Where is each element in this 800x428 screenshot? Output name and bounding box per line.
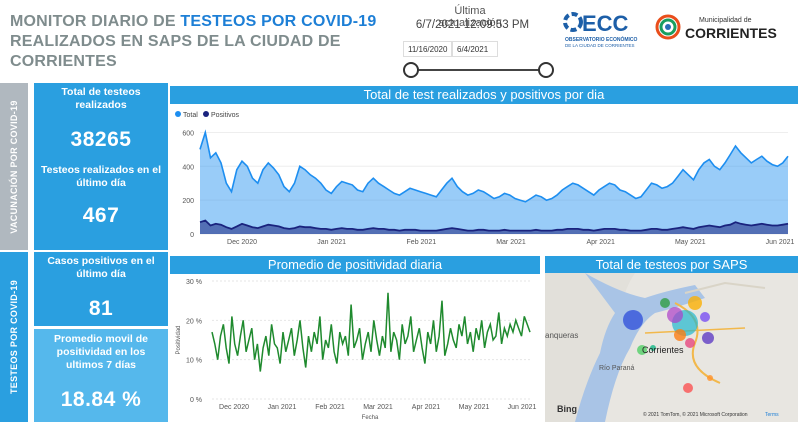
x-tick-label: Jan 2021 — [268, 404, 297, 411]
page-title: MONITOR DIARIO DE TESTEOS POR COVID-19 R… — [10, 12, 410, 72]
kpi-testeos-ultimo-dia-label: Testeos realizados en el último día — [40, 164, 162, 189]
bing-logo: Bing — [557, 404, 577, 414]
map-bubble[interactable] — [683, 383, 693, 393]
tab-vacunacion-label: VACUNACIÓN POR COVID-19 — [9, 99, 19, 234]
x-tick-label: Apr 2021 — [412, 404, 441, 411]
series-line-positivos — [199, 219, 789, 232]
map-copyright: © 2021 TomTom, © 2021 Microsoft Corporat… — [643, 411, 748, 418]
x-tick-label: Dec 2020 — [219, 404, 249, 411]
chart-tests-title: Total de test realizados y positivos por… — [170, 86, 798, 104]
date-slider-start-handle[interactable] — [403, 62, 419, 78]
map-bubble[interactable] — [667, 307, 683, 323]
muni-logo-small: Municipalidad de — [699, 17, 752, 24]
y-tick-label: 0 — [190, 232, 194, 239]
date-slider-end-handle[interactable] — [538, 62, 554, 78]
kpi-card-casos-positivos: Casos positivos en el último día 81 — [34, 252, 168, 326]
x-tick-label: Mar 2021 — [363, 404, 393, 411]
tab-testeos[interactable]: TESTEOS POR COVID-19 — [0, 252, 28, 422]
map-bubble[interactable] — [688, 296, 702, 310]
x-tick-label: Mar 2021 — [496, 239, 526, 246]
map-bubble[interactable] — [700, 312, 710, 322]
title-line2: REALIZADOS EN SAPS DE LA CIUDAD DE CORRI… — [10, 33, 341, 70]
x-tick-label: Apr 2021 — [586, 239, 615, 246]
legend-total-label: Total — [183, 112, 198, 119]
kpi-promedio-movil-value: 18.84 % — [60, 388, 142, 411]
map-label-town: anqueras — [545, 331, 578, 340]
map-bubble[interactable] — [650, 345, 656, 351]
x-tick-label: Jan 2021 — [317, 239, 346, 246]
kpi-card-promedio-movil: Promedio movil de positividad en los ult… — [34, 329, 168, 422]
x-tick-label: Jun 2021 — [766, 239, 795, 246]
kpi-casos-positivos-label: Casos positivos en el último día — [47, 255, 155, 280]
map-title: Total de testeos por SAPS — [545, 256, 798, 274]
tab-vacunacion[interactable]: VACUNACIÓN POR COVID-19 — [0, 83, 28, 250]
chart-tests: Total Positivos 0 200 400 600 Dec 2020 Jan 20… — [170, 104, 798, 250]
date-end-input[interactable]: 6/4/2021 — [452, 41, 498, 57]
map-svg: Corrientes Río Paraná anqueras Bing © 20… — [545, 273, 779, 422]
map-bubble[interactable] — [707, 375, 713, 381]
kpi-card-group-1: Total de testeos realizados 38265 Testeo… — [34, 83, 168, 250]
y-tick-label: 20 % — [186, 318, 202, 325]
municipalidad-logo-graphic: Municipalidad de CORRIENTES — [655, 14, 777, 41]
series-line-positividad — [211, 292, 531, 372]
x-tick-label: Jun 2021 — [508, 404, 537, 411]
legend-positivos-marker — [203, 111, 209, 117]
x-tick-label: May 2021 — [459, 404, 490, 411]
y-tick-label: 30 % — [186, 279, 202, 286]
y-tick-label: 600 — [182, 130, 194, 137]
map-bubble[interactable] — [674, 329, 686, 341]
legend-positivos-label: Positivos — [211, 112, 240, 119]
series-area-total — [200, 132, 788, 234]
kpi-total-testeos-label: Total de testeos realizados — [61, 86, 141, 111]
y-tick-label: 400 — [182, 164, 194, 171]
map-bubble[interactable] — [702, 332, 714, 344]
legend-total-marker — [175, 111, 181, 117]
map-terms-link[interactable]: Terms — [765, 412, 779, 418]
kpi-casos-positivos-value: 81 — [88, 297, 114, 320]
y-axis-label: Positividad — [176, 325, 182, 354]
kpi-testeos-ultimo-dia-value: 467 — [82, 204, 120, 227]
ecc-logo-text: ECC — [582, 11, 629, 36]
kpi-promedio-movil-label: Promedio movil de positividad en los ult… — [54, 333, 148, 371]
chart-positividad: 0 % 10 % 20 % 30 % Dec 2020 Jan 2021 Feb 2021 M… — [170, 273, 540, 423]
date-slider-track[interactable] — [412, 69, 546, 71]
map-bubble[interactable] — [685, 338, 695, 348]
y-tick-label: 200 — [182, 198, 194, 205]
title-prefix: MONITOR DIARIO DE — [10, 13, 181, 30]
update-value: 6/7/2021 12:09:53 PM — [415, 19, 530, 31]
map-bubble[interactable] — [623, 310, 643, 330]
map-label-river: Río Paraná — [599, 365, 635, 372]
y-tick-label: 0 % — [190, 397, 202, 404]
chart-tests-svg: Total Positivos 0 200 400 600 Dec 2020 Jan 20… — [175, 111, 795, 246]
x-axis-label: Fecha — [362, 415, 379, 421]
tab-testeos-label: TESTEOS POR COVID-19 — [9, 279, 19, 395]
ecc-logo: ECC OBSERVATORIO ECONÓMICO DE LA CIUDAD … — [563, 8, 643, 48]
map-bubble[interactable] — [660, 298, 670, 308]
x-tick-label: Feb 2021 — [407, 239, 437, 246]
x-tick-label: May 2021 — [675, 239, 706, 246]
chart-positividad-title: Promedio de positividad diaria — [170, 256, 540, 274]
muni-logo-big: CORRIENTES — [685, 25, 777, 41]
kpi-total-testeos-value: 38265 — [70, 128, 132, 151]
title-highlight: TESTEOS POR COVID-19 — [180, 13, 377, 30]
municipalidad-logo: Municipalidad de CORRIENTES — [655, 12, 780, 44]
map-label-city: Corrientes — [642, 345, 684, 355]
ecc-logo-graphic: ECC OBSERVATORIO ECONÓMICO DE LA CIUDAD … — [563, 11, 638, 48]
x-tick-label: Feb 2021 — [315, 404, 345, 411]
map-bubble[interactable] — [637, 345, 647, 355]
ecc-logo-sub1: OBSERVATORIO ECONÓMICO — [565, 35, 638, 43]
saps-map[interactable]: Corrientes Río Paraná anqueras Bing © 20… — [545, 273, 798, 422]
update-label: Última actualización — [438, 5, 502, 29]
chart-positividad-svg: 0 % 10 % 20 % 30 % Dec 2020 Jan 2021 Feb 2021 M… — [176, 279, 537, 421]
date-start-input[interactable]: 11/16/2020 — [403, 41, 453, 57]
y-tick-label: 10 % — [186, 358, 202, 365]
river-parana — [575, 273, 705, 422]
ecc-logo-sub2: DE LA CIUDAD DE CORRIENTES — [565, 43, 635, 48]
series-line-total — [199, 129, 789, 203]
x-tick-label: Dec 2020 — [227, 239, 257, 246]
